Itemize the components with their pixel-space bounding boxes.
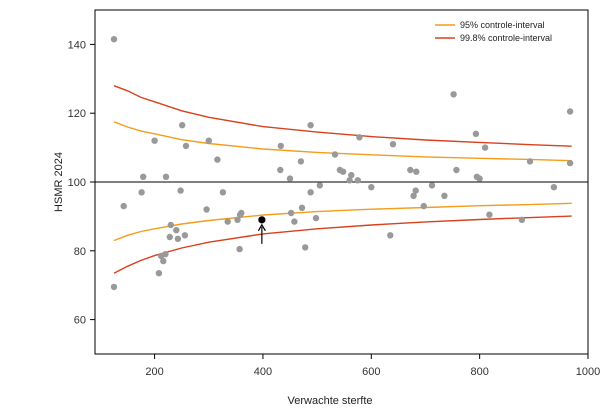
data-point (302, 244, 309, 251)
data-point (224, 218, 231, 225)
data-point (526, 158, 534, 165)
data-point (205, 137, 212, 144)
data-point (234, 216, 241, 223)
highlight-arrow-head (257, 223, 266, 232)
data-point (407, 166, 414, 174)
data-point (354, 177, 361, 184)
data-point (179, 122, 186, 129)
ci-lower-line-0 (113, 202, 572, 242)
y-tick-label: 140 (68, 39, 86, 51)
data-point (387, 232, 394, 239)
data-point (219, 189, 227, 196)
data-point (412, 187, 419, 194)
data-point (166, 233, 173, 241)
data-point (181, 232, 189, 239)
data-point (312, 214, 320, 222)
data-point (410, 192, 417, 199)
data-point (566, 108, 574, 115)
highlighted-data-point (258, 216, 266, 224)
data-point (420, 202, 427, 210)
x-tick-label: 200 (145, 366, 163, 378)
data-point (167, 221, 174, 229)
y-tick-label: 60 (74, 315, 86, 327)
x-tick-label: 600 (362, 366, 380, 378)
data-point (441, 192, 448, 199)
data-point (203, 206, 210, 213)
data-point (550, 184, 558, 191)
data-point (214, 156, 221, 163)
data-point (162, 251, 169, 258)
confidence-interval-lines (113, 85, 572, 274)
data-point (286, 175, 294, 182)
data-point (413, 168, 420, 175)
data-point (346, 177, 353, 184)
data-point (110, 36, 118, 43)
y-tick-label: 120 (68, 108, 86, 120)
data-point (481, 144, 489, 151)
data-point (518, 216, 526, 223)
data-point (162, 173, 170, 180)
data-point (566, 159, 574, 167)
legend-label: 95% controle-interval (460, 20, 545, 30)
data-point (368, 184, 375, 191)
data-point (356, 134, 363, 141)
data-point (236, 245, 243, 253)
data-point (291, 218, 298, 225)
highlight (257, 216, 266, 244)
data-point (428, 182, 436, 189)
data-point (155, 270, 163, 277)
data-point (238, 209, 245, 217)
x-tick-label: 800 (470, 366, 488, 378)
data-point (486, 211, 493, 218)
data-point (453, 166, 460, 174)
x-tick-label: 400 (254, 366, 272, 378)
data-point (472, 130, 480, 137)
data-point (173, 227, 180, 234)
data-point (287, 209, 295, 217)
data-point (120, 202, 127, 210)
data-point (182, 142, 190, 150)
ci-upper-line-0 (113, 121, 572, 162)
ci-lower-line-1 (113, 215, 572, 274)
data-point (110, 283, 118, 291)
data-point (476, 175, 483, 182)
data-point (307, 189, 314, 196)
data-point (177, 187, 184, 194)
legend-label: 99.8% controle-interval (460, 33, 552, 43)
data-point (277, 142, 284, 150)
legend: 95% controle-interval 99.8% controle-inte… (435, 20, 552, 43)
data-point (160, 257, 167, 265)
data-point (298, 204, 306, 211)
data-point (348, 171, 355, 179)
data-point (138, 189, 145, 196)
y-tick-label: 80 (74, 246, 86, 258)
data-point (316, 182, 323, 189)
x-tick-label: 1000 (576, 366, 600, 378)
data-point (331, 151, 339, 158)
data-point (277, 166, 284, 174)
data-point (389, 141, 397, 148)
data-point (297, 158, 305, 165)
ci-upper-line-1 (113, 85, 572, 147)
x-axis-title: Verwachte sterfte (288, 395, 373, 407)
x-axis: 200 400 600 800 1000 (145, 354, 600, 378)
data-point (151, 137, 158, 144)
data-point (307, 122, 314, 129)
data-point (339, 168, 347, 175)
y-tick-label: 100 (68, 177, 86, 189)
data-points (110, 36, 574, 291)
data-point (140, 173, 147, 180)
y-axis-title: HSMR 2024 (53, 152, 65, 212)
data-point (174, 235, 182, 242)
data-point (450, 91, 457, 98)
y-axis: 60 80 100 120 140 (68, 39, 95, 327)
